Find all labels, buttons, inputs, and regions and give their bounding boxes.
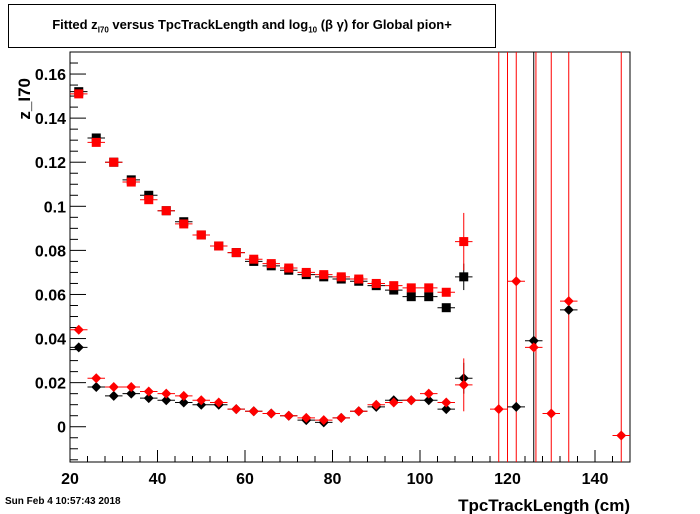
data-point-square — [459, 272, 469, 282]
data-point-diamond — [248, 406, 259, 417]
data-point-diamond — [441, 397, 452, 408]
data-point-square — [424, 283, 434, 293]
data-point-square — [441, 287, 451, 297]
y-tick-label: 0.04 — [35, 332, 66, 349]
data-point-square — [91, 137, 101, 147]
data-point-diamond — [353, 406, 364, 417]
data-point-diamond — [178, 390, 189, 401]
data-point-diamond — [441, 404, 452, 415]
data-point-square — [389, 281, 399, 291]
y-tick-label: 0.12 — [35, 155, 66, 172]
x-tick-label: 120 — [494, 471, 521, 488]
y-tick-label: 0.1 — [44, 199, 66, 216]
data-point-square — [301, 267, 311, 277]
title-subscript-1: I70 — [97, 25, 109, 35]
data-point-square — [441, 303, 451, 313]
data-point-diamond — [616, 430, 627, 441]
data-point-square — [196, 230, 206, 240]
data-point-diamond — [528, 335, 539, 346]
data-point-square — [284, 263, 294, 273]
data-point-diamond — [143, 386, 154, 397]
data-point-diamond — [511, 276, 522, 287]
data-point-square — [336, 272, 346, 282]
data-point-diamond — [161, 395, 172, 406]
data-point-square — [214, 241, 224, 251]
data-point-square — [459, 237, 469, 247]
data-point-diamond — [143, 393, 154, 404]
data-point-diamond — [161, 388, 172, 399]
data-point-diamond — [371, 399, 382, 410]
y-tick-label: 0.14 — [35, 111, 66, 128]
data-point-diamond — [511, 401, 522, 412]
x-tick-label: 60 — [236, 471, 254, 488]
data-point-square — [109, 157, 119, 167]
data-point-diamond — [283, 410, 294, 421]
x-axis-title: TpcTrackLength (cm) — [458, 496, 630, 514]
x-tick-label: 20 — [61, 471, 79, 488]
data-point-diamond — [301, 412, 312, 423]
data-point-diamond — [528, 342, 539, 353]
data-point-diamond — [178, 397, 189, 408]
data-point-diamond — [388, 397, 399, 408]
data-point-square — [406, 292, 416, 302]
data-point-square — [231, 248, 241, 258]
data-point-diamond — [336, 412, 347, 423]
title-part-1: Fitted z — [52, 17, 98, 32]
data-point-diamond — [406, 395, 417, 406]
data-point-square — [406, 283, 416, 293]
data-point-diamond — [91, 373, 102, 384]
y-axis-title: z_I70 — [15, 78, 34, 120]
data-point-square — [179, 219, 189, 229]
chart-title-box: Fitted zI70 versus TpcTrackLength and lo… — [8, 4, 496, 48]
data-point-diamond — [266, 408, 277, 419]
y-tick-label: 0.16 — [35, 67, 66, 84]
y-tick-label: 0.08 — [35, 243, 66, 260]
data-point-diamond — [91, 382, 102, 393]
data-point-diamond — [231, 404, 242, 415]
data-point-square — [161, 206, 171, 216]
data-point-diamond — [108, 390, 119, 401]
y-tick-label: 0.02 — [35, 376, 66, 393]
data-point-diamond — [423, 395, 434, 406]
data-point-diamond — [563, 296, 574, 307]
date-stamp: Sun Feb 4 10:57:43 2018 — [5, 496, 121, 507]
data-point-diamond — [458, 379, 469, 390]
data-point-diamond — [108, 382, 119, 393]
title-part-2: versus TpcTrackLength and log — [108, 17, 309, 32]
data-point-square — [371, 278, 381, 288]
title-part-3: (β γ) for Global pion+ — [317, 17, 452, 32]
data-point-square — [424, 292, 434, 302]
plot-frame — [69, 51, 631, 463]
x-tick-label: 100 — [407, 471, 434, 488]
data-point-square — [266, 259, 276, 269]
x-tick-label: 40 — [149, 471, 167, 488]
data-point-diamond — [126, 382, 137, 393]
data-point-diamond — [126, 388, 137, 399]
data-point-diamond — [73, 324, 84, 335]
data-point-diamond — [563, 304, 574, 315]
data-point-diamond — [196, 395, 207, 406]
y-tick-label: 0 — [57, 420, 66, 437]
data-point-square — [319, 270, 329, 280]
chart-title: Fitted zI70 versus TpcTrackLength and lo… — [9, 17, 495, 35]
title-subscript-2: 10 — [308, 25, 318, 35]
data-point-diamond — [318, 415, 329, 426]
data-point-diamond — [73, 342, 84, 353]
data-point-diamond — [493, 404, 504, 415]
data-point-square — [144, 195, 154, 205]
x-tick-label: 80 — [324, 471, 342, 488]
data-point-diamond — [546, 408, 557, 419]
y-tick-label: 0.06 — [35, 287, 66, 304]
data-point-square — [74, 89, 84, 99]
data-point-diamond — [423, 388, 434, 399]
data-point-square — [354, 274, 364, 284]
data-point-square — [249, 254, 259, 264]
data-point-diamond — [213, 397, 224, 408]
x-tick-label: 140 — [582, 471, 609, 488]
data-point-square — [126, 177, 136, 187]
